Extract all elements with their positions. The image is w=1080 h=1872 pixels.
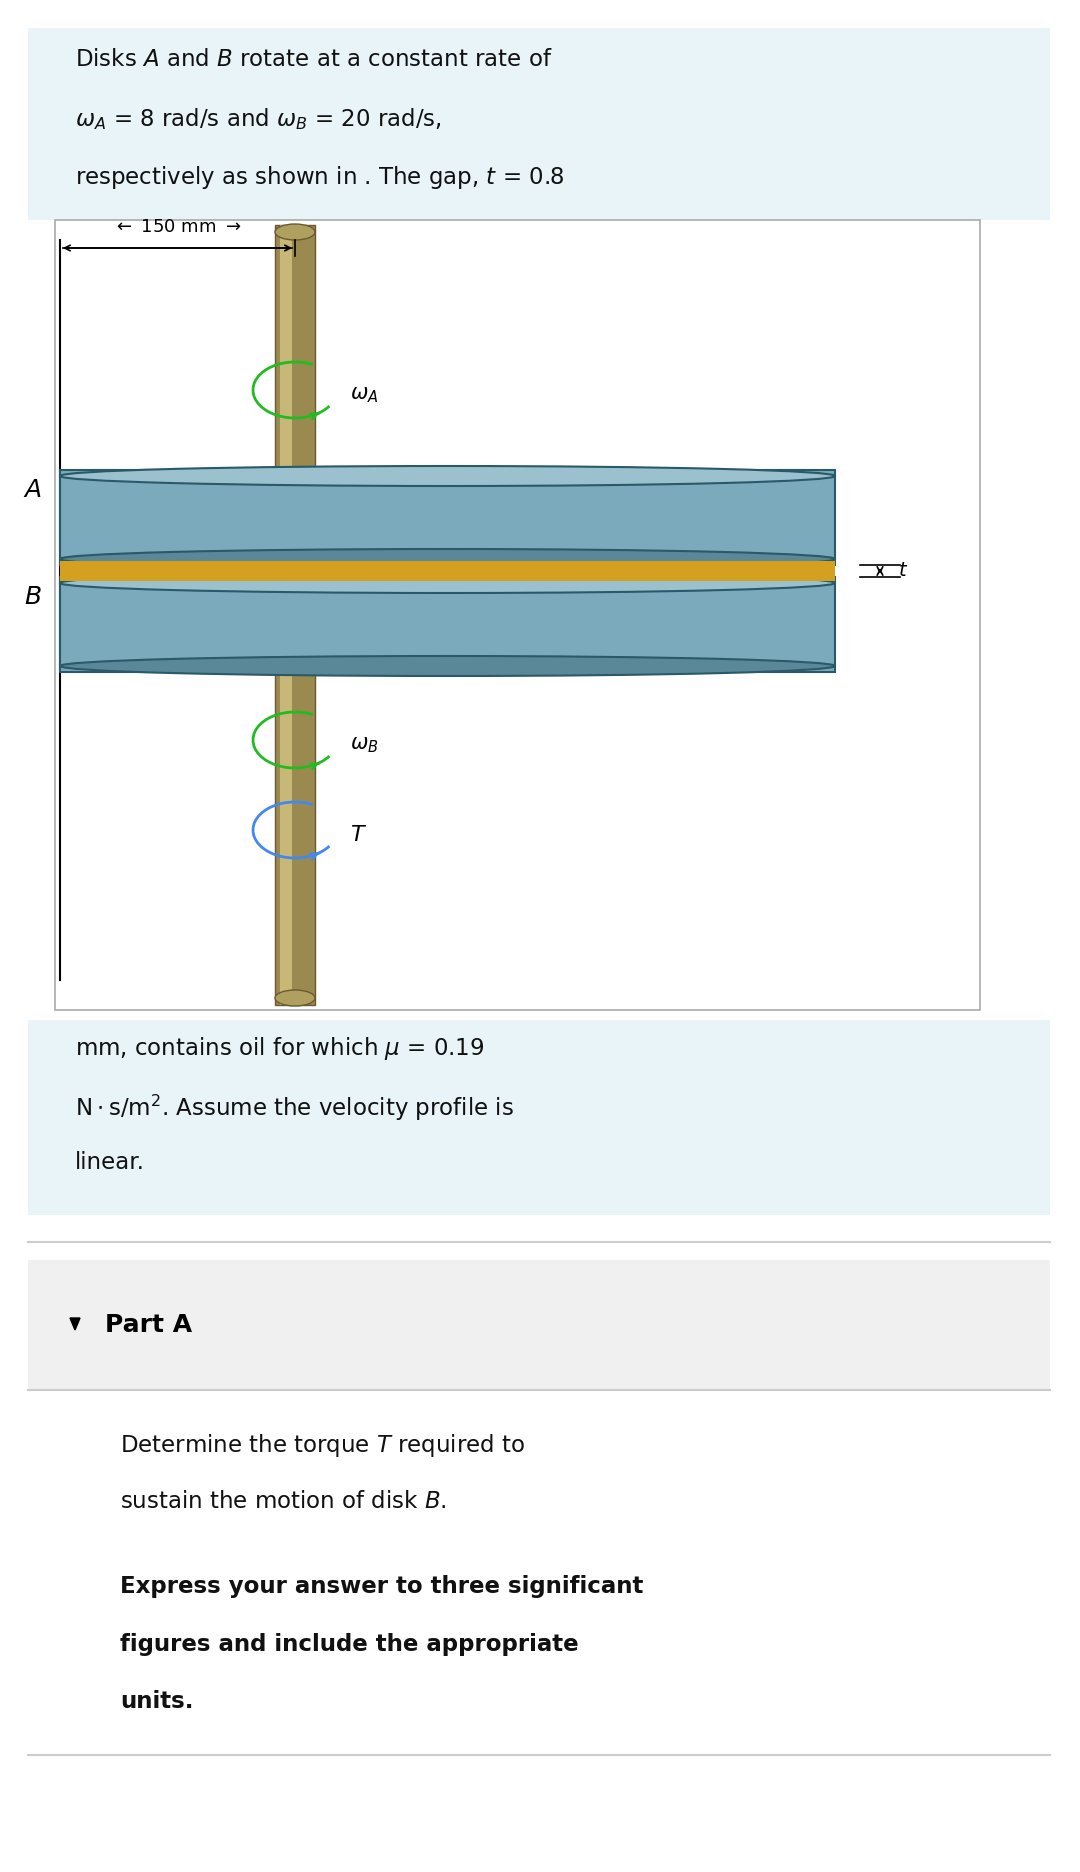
Text: figures and include the appropriate: figures and include the appropriate	[120, 1632, 579, 1657]
Text: Disks $\mathit{A}$ and $\mathit{B}$ rotate at a constant rate of: Disks $\mathit{A}$ and $\mathit{B}$ rota…	[75, 49, 553, 71]
Polygon shape	[70, 1318, 80, 1329]
Text: $T$: $T$	[350, 826, 367, 844]
Text: $\omega_B$: $\omega_B$	[350, 736, 379, 754]
Text: $\omega_A$ = 8 rad/s and $\omega_B$ = 20 rad/s,: $\omega_A$ = 8 rad/s and $\omega_B$ = 20…	[75, 107, 442, 131]
Bar	[275, 225, 315, 1005]
Ellipse shape	[60, 548, 835, 569]
Bar	[28, 1260, 1050, 1391]
Text: $\leftarrow$ 150 mm $\rightarrow$: $\leftarrow$ 150 mm $\rightarrow$	[113, 217, 242, 236]
Bar	[60, 577, 835, 672]
Bar	[60, 562, 835, 580]
Text: mm, contains oil for which $\mu$ = 0.19: mm, contains oil for which $\mu$ = 0.19	[75, 1035, 485, 1061]
Text: linear.: linear.	[75, 1151, 145, 1174]
Bar	[60, 470, 835, 565]
Text: $B$: $B$	[25, 584, 42, 608]
Ellipse shape	[60, 655, 835, 676]
Text: sustain the motion of disk $\mathit{B}$.: sustain the motion of disk $\mathit{B}$.	[120, 1490, 447, 1513]
Text: Express your answer to three significant: Express your answer to three significant	[120, 1574, 644, 1599]
Text: $A$: $A$	[24, 477, 42, 502]
Text: Determine the torque $\mathit{T}$ required to: Determine the torque $\mathit{T}$ requir…	[120, 1432, 525, 1458]
Text: respectively as shown in . The gap, $t$ = 0.8: respectively as shown in . The gap, $t$ …	[75, 165, 565, 191]
Text: $\omega_A$: $\omega_A$	[350, 386, 378, 404]
Text: $t$: $t$	[897, 562, 908, 580]
Ellipse shape	[60, 466, 835, 487]
Ellipse shape	[275, 225, 315, 240]
Bar	[280, 225, 292, 1005]
Text: units.: units.	[120, 1690, 193, 1713]
Text: Part A: Part A	[105, 1312, 192, 1337]
Bar	[55, 221, 980, 1011]
Bar	[28, 28, 1050, 221]
Ellipse shape	[275, 990, 315, 1005]
Ellipse shape	[60, 573, 835, 593]
Text: $\mathrm{N \cdot s/m^2}$. Assume the velocity profile is: $\mathrm{N \cdot s/m^2}$. Assume the vel…	[75, 1093, 514, 1123]
Bar	[28, 1020, 1050, 1215]
